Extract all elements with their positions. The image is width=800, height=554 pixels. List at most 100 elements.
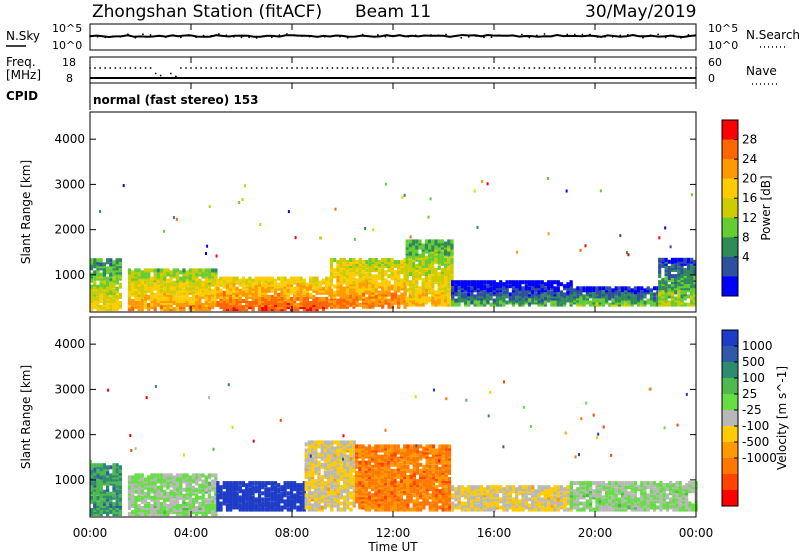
heatmap-cell — [140, 499, 144, 504]
heatmap-cell — [302, 305, 306, 310]
heatmap-cell — [277, 501, 281, 506]
heatmap-cell — [406, 444, 410, 449]
heatmap-cell — [396, 462, 400, 467]
heatmap-cell — [115, 299, 119, 303]
heatmap-cell — [377, 497, 381, 502]
heatmap-cell — [222, 501, 226, 506]
heatmap-cell — [349, 268, 353, 273]
heatmap-cell — [670, 290, 675, 295]
heatmap-cell — [412, 241, 416, 246]
nsearch-point — [187, 34, 190, 36]
heatmap-cell — [112, 465, 116, 470]
heatmap-cell — [264, 288, 268, 293]
heatmap-cell — [693, 290, 697, 295]
heatmap-cell — [621, 296, 625, 301]
heatmap-cell — [425, 468, 429, 473]
heatmap-cell — [182, 487, 186, 492]
nave-point — [296, 67, 298, 69]
heatmap-cell — [444, 302, 448, 307]
nsearch-point — [377, 34, 379, 36]
heatmap-cell — [380, 468, 384, 473]
heatmap-cell — [438, 444, 442, 449]
heatmap-cell — [175, 473, 180, 478]
heatmap-cell — [166, 477, 170, 482]
heatmap-cell — [505, 284, 509, 289]
heatmap-cell — [219, 288, 223, 293]
heatmap-cell — [99, 465, 103, 470]
heatmap-cell — [361, 276, 366, 281]
heatmap-cell — [403, 460, 407, 465]
heatmap-cell — [214, 272, 218, 277]
nave-point — [144, 67, 147, 69]
heatmap-cell — [169, 477, 173, 482]
heatmap-cell — [219, 276, 223, 281]
nave-point — [104, 67, 107, 69]
heatmap-cell — [418, 274, 422, 279]
heatmap-cell — [592, 302, 596, 307]
nave-point — [624, 67, 627, 69]
heatmap-cell — [302, 299, 306, 303]
heatmap-cell — [248, 305, 252, 310]
heatmap-cell — [311, 473, 315, 477]
heatmap-cell — [315, 301, 319, 305]
heatmap-cell — [377, 485, 381, 490]
heatmap-cell — [96, 465, 100, 470]
heatmap-cell — [387, 300, 391, 305]
heatmap-cell — [286, 491, 290, 496]
heatmap-cell — [619, 234, 622, 238]
heatmap-cell — [147, 510, 151, 515]
heatmap-cell — [450, 245, 454, 250]
heatmap-cell — [90, 499, 94, 504]
heatmap-cell — [367, 485, 372, 490]
heatmap-cell — [380, 479, 384, 484]
heatmap-cell — [115, 276, 119, 281]
heatmap-cell — [524, 284, 528, 289]
heatmap-cell — [524, 280, 528, 285]
heatmap-cell — [309, 307, 313, 312]
nave-point — [412, 67, 415, 69]
nave-point — [609, 67, 611, 69]
heatmap-cell — [492, 280, 496, 285]
heatmap-cell — [380, 507, 384, 512]
heatmap-cell — [150, 473, 154, 478]
heatmap-cell — [131, 272, 135, 277]
heatmap-cell — [437, 302, 441, 307]
heatmap-cell — [390, 448, 394, 453]
heatmap-cell — [595, 302, 599, 307]
heatmap-cell — [405, 272, 409, 276]
heatmap-cell — [191, 497, 196, 502]
heatmap-cell — [390, 499, 394, 504]
heatmap-cell — [195, 305, 199, 310]
heatmap-cell — [248, 491, 252, 496]
nave-tick-top: 60 — [708, 56, 722, 69]
heatmap-cell — [409, 475, 413, 479]
heatmap-cell — [323, 491, 327, 496]
heatmap-cell — [358, 302, 362, 307]
heatmap-cell — [387, 262, 391, 267]
heatmap-cell — [598, 296, 602, 301]
heatmap-cell — [311, 485, 315, 490]
nave-point — [366, 67, 369, 69]
heatmap-cell — [296, 491, 300, 496]
heatmap-cell — [405, 263, 409, 268]
heatmap-cell — [336, 501, 340, 506]
heatmap-cell — [307, 507, 311, 512]
heatmap-cell — [257, 485, 262, 490]
nave-point — [695, 67, 697, 69]
heatmap-cell — [156, 282, 160, 287]
heatmap-cell — [191, 473, 196, 478]
heatmap-cell — [96, 487, 100, 492]
heatmap-cell — [690, 284, 694, 289]
heatmap-cell — [405, 259, 409, 264]
heatmap-cell — [153, 487, 157, 492]
heatmap-cell — [440, 239, 444, 244]
heatmap-cell — [222, 491, 226, 496]
heatmap-cell — [422, 473, 426, 477]
heatmap-cell — [143, 305, 148, 310]
heatmap-cell — [283, 288, 287, 293]
heatmap-cell — [339, 258, 343, 262]
heatmap-cell — [516, 250, 519, 254]
nave-point — [558, 67, 561, 69]
heatmap-cell — [251, 501, 255, 506]
heatmap-cell — [431, 245, 435, 250]
